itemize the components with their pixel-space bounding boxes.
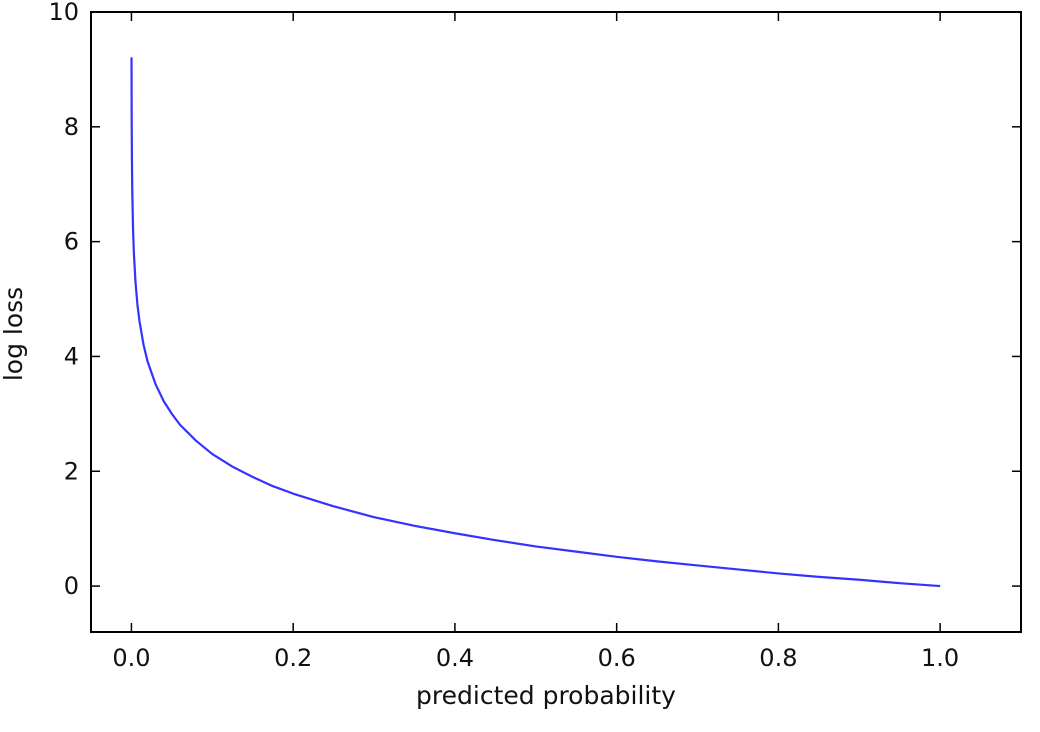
ticks-layer [91,11,1021,632]
x-tick-label: 0.6 [598,644,636,672]
series-line [130,57,941,588]
x-tick-label: 1.0 [921,644,959,672]
x-tick-label: 0.8 [759,644,797,672]
y-tick-label: 4 [64,342,79,370]
x-tick-label: 0.4 [436,644,474,672]
y-tick-label: 0 [64,572,79,600]
x-axis-label: predicted probability [416,681,676,710]
y-tick-label: 8 [64,113,79,141]
plot-frame [90,11,1022,633]
y-axis-label: log loss [0,287,28,381]
x-tick-label: 0.2 [274,644,312,672]
y-tick-label: 6 [64,228,79,256]
y-tick-label: 10 [48,0,79,26]
x-tick-label: 0.0 [112,644,150,672]
tick-labels: 0.0 0.2 0.4 0.6 0.8 1.0 0 2 4 6 8 10 [48,0,959,672]
plot-area [130,57,941,588]
y-tick-label: 2 [64,457,79,485]
